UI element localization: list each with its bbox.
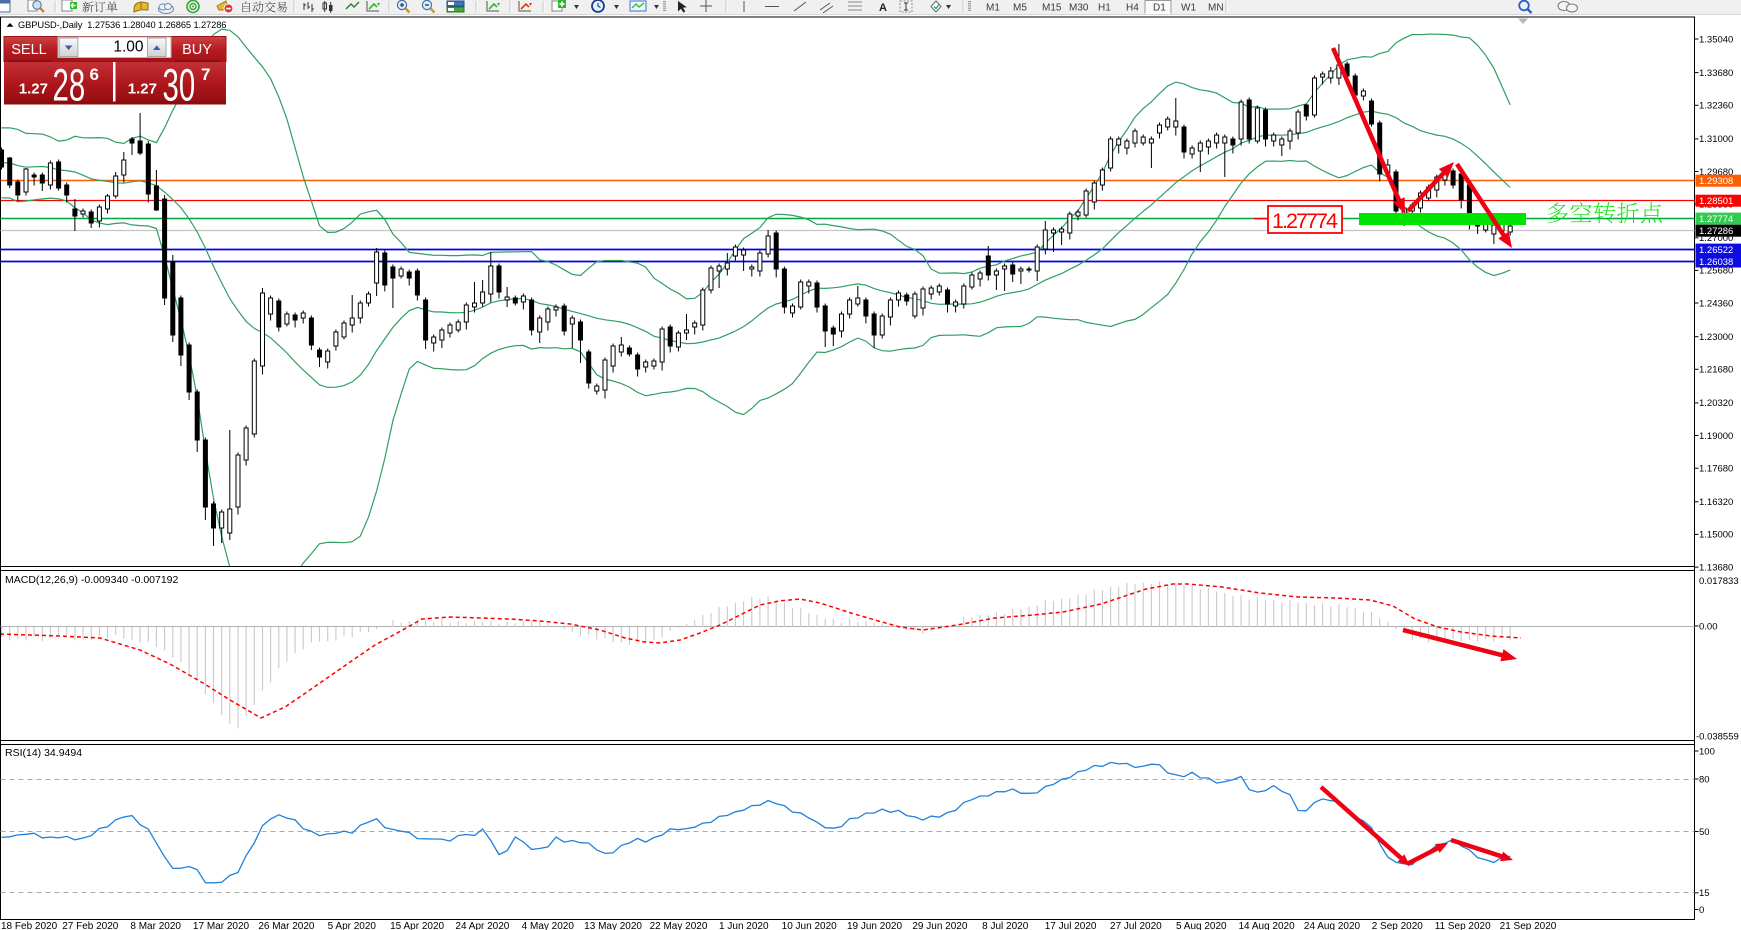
svg-text:1.35040: 1.35040 [1699, 34, 1733, 45]
svg-text:BUY: BUY [182, 42, 212, 58]
svg-text:1.27000: 1.27000 [1699, 233, 1733, 244]
svg-text:27 Jul 2020: 27 Jul 2020 [1110, 921, 1162, 930]
svg-text:7: 7 [201, 65, 210, 84]
svg-text:D1: D1 [1153, 3, 1166, 14]
svg-text:1.27774: 1.27774 [1272, 209, 1338, 233]
svg-text:1.26038: 1.26038 [1699, 257, 1733, 268]
svg-text:14 Aug 2020: 14 Aug 2020 [1239, 921, 1296, 930]
svg-text:1.24360: 1.24360 [1699, 298, 1733, 309]
svg-text:2 Sep 2020: 2 Sep 2020 [1372, 921, 1424, 930]
svg-text:MACD(12,26,9) -0.009340 -0.007: MACD(12,26,9) -0.009340 -0.007192 [5, 574, 179, 586]
svg-text:-0.038559: -0.038559 [1696, 732, 1739, 743]
svg-text:M5: M5 [1013, 3, 1027, 14]
svg-text:22 May 2020: 22 May 2020 [650, 921, 708, 930]
svg-text:1.25680: 1.25680 [1699, 266, 1733, 277]
svg-text:28: 28 [53, 60, 86, 111]
svg-text:50: 50 [1699, 827, 1710, 838]
svg-text:19 Jun 2020: 19 Jun 2020 [847, 921, 902, 930]
svg-text:10 Jun 2020: 10 Jun 2020 [782, 921, 837, 930]
svg-text:1.17680: 1.17680 [1699, 464, 1733, 475]
svg-text:1.29308: 1.29308 [1699, 176, 1733, 187]
svg-text:29 Jun 2020: 29 Jun 2020 [912, 921, 967, 930]
svg-text:1.27286: 1.27286 [1699, 226, 1733, 237]
svg-text:SELL: SELL [11, 42, 46, 58]
svg-text:RSI(14) 34.9494: RSI(14) 34.9494 [5, 747, 82, 759]
svg-text:1.31000: 1.31000 [1699, 134, 1733, 145]
svg-text:11 Sep 2020: 11 Sep 2020 [1435, 921, 1491, 930]
svg-text:5 Apr 2020: 5 Apr 2020 [328, 921, 377, 930]
svg-text:1.26522: 1.26522 [1699, 245, 1733, 256]
svg-text:1.32360: 1.32360 [1699, 101, 1733, 112]
svg-text:1.20320: 1.20320 [1699, 398, 1733, 409]
svg-text:W1: W1 [1181, 3, 1196, 14]
svg-text:100: 100 [1699, 746, 1715, 757]
svg-text:0: 0 [1699, 905, 1704, 916]
svg-text:1.19000: 1.19000 [1699, 431, 1733, 442]
svg-text:1.23000: 1.23000 [1699, 332, 1733, 343]
svg-text:1.29680: 1.29680 [1699, 167, 1733, 178]
svg-text:1.28501: 1.28501 [1699, 196, 1733, 207]
svg-text:24 Aug 2020: 24 Aug 2020 [1304, 921, 1361, 930]
svg-text:1.00: 1.00 [113, 39, 144, 56]
svg-text:H1: H1 [1098, 3, 1111, 14]
svg-text:15 Apr 2020: 15 Apr 2020 [390, 921, 444, 930]
svg-text:0.00: 0.00 [1699, 622, 1718, 633]
svg-text:H4: H4 [1126, 3, 1139, 14]
svg-text:1.27: 1.27 [19, 81, 48, 98]
svg-text:1.27774: 1.27774 [1699, 214, 1733, 225]
svg-text:A: A [879, 2, 887, 14]
svg-text:M30: M30 [1069, 3, 1089, 14]
svg-text:1 Jun 2020: 1 Jun 2020 [719, 921, 769, 930]
svg-text:17 Mar 2020: 17 Mar 2020 [193, 921, 250, 930]
svg-text:M1: M1 [986, 3, 1000, 14]
svg-text:15: 15 [1699, 888, 1710, 899]
svg-text:1.15000: 1.15000 [1699, 530, 1733, 541]
svg-text:13 May 2020: 13 May 2020 [584, 921, 642, 930]
svg-text:6: 6 [90, 65, 99, 84]
svg-text:30: 30 [163, 60, 196, 111]
svg-text:8 Jul 2020: 8 Jul 2020 [982, 921, 1029, 930]
svg-text:1.21680: 1.21680 [1699, 365, 1733, 376]
svg-text:GBPUSD-,Daily 1.27536 1.28040: GBPUSD-,Daily 1.27536 1.28040 1.26865 1.… [18, 20, 226, 30]
svg-text:17 Jul 2020: 17 Jul 2020 [1045, 921, 1097, 930]
svg-text:24 Apr 2020: 24 Apr 2020 [455, 921, 509, 930]
svg-text:1.33680: 1.33680 [1699, 68, 1733, 79]
svg-text:26 Mar 2020: 26 Mar 2020 [258, 921, 315, 930]
svg-text:8 Mar 2020: 8 Mar 2020 [130, 921, 181, 930]
svg-text:80: 80 [1699, 774, 1710, 785]
svg-text:1.27: 1.27 [128, 81, 157, 98]
svg-text:18 Feb 2020: 18 Feb 2020 [1, 921, 58, 930]
svg-text:21 Sep 2020: 21 Sep 2020 [1500, 921, 1557, 930]
svg-text:27 Feb 2020: 27 Feb 2020 [62, 921, 119, 930]
svg-text:5 Aug 2020: 5 Aug 2020 [1176, 921, 1227, 930]
svg-text:MN: MN [1208, 3, 1224, 14]
svg-text:4 May 2020: 4 May 2020 [522, 921, 575, 930]
svg-text:1.16320: 1.16320 [1699, 497, 1733, 508]
svg-text:0.017833: 0.017833 [1699, 576, 1739, 587]
svg-text:M15: M15 [1042, 3, 1062, 14]
svg-text:1.13680: 1.13680 [1699, 562, 1733, 573]
